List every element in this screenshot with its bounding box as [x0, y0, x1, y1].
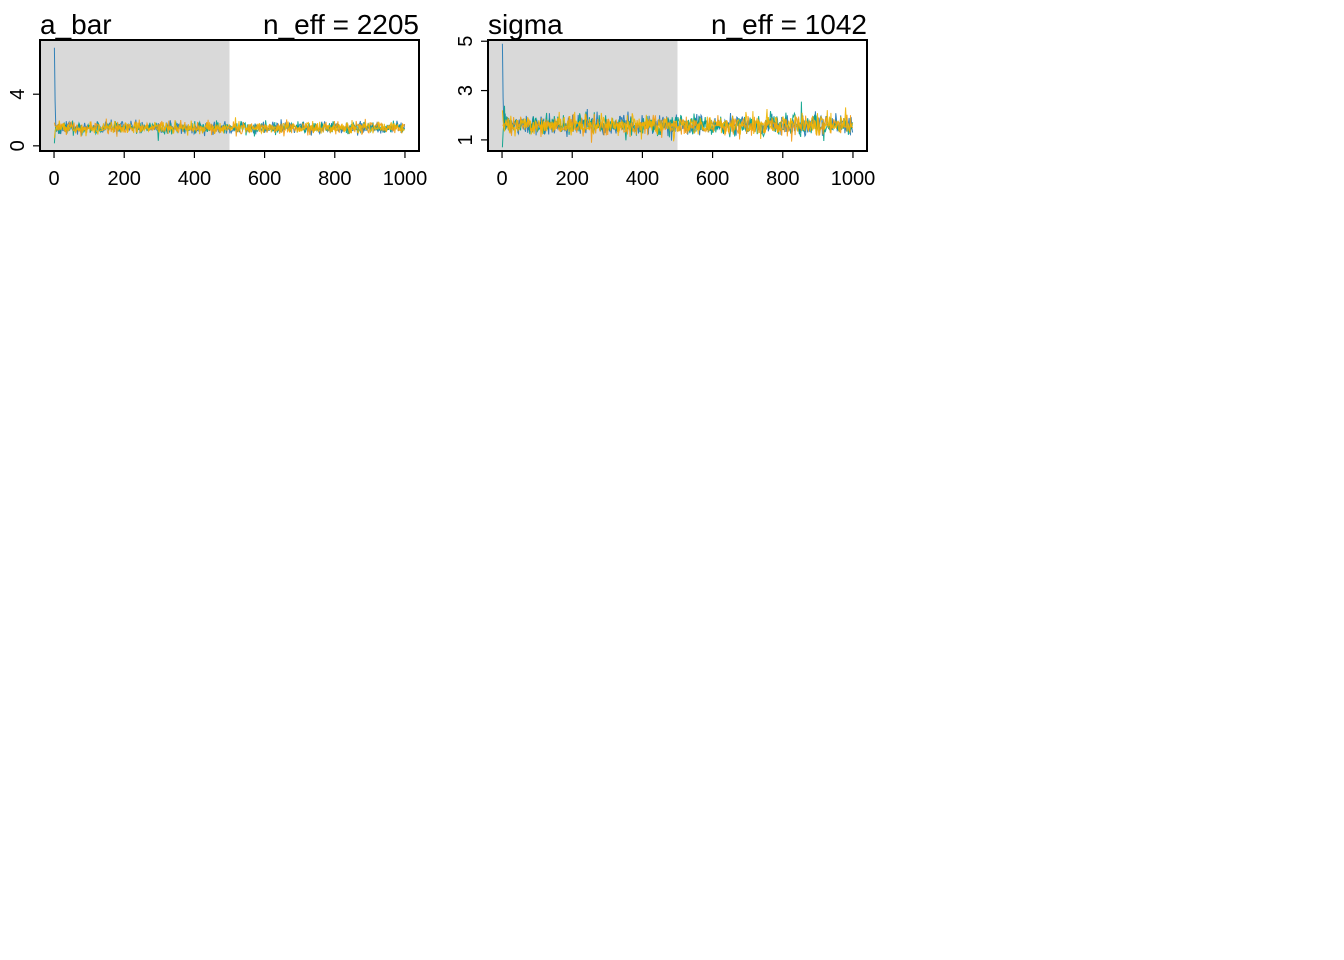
y-tick-label: 3	[455, 85, 477, 96]
plot-frame	[487, 39, 868, 152]
x-tick-label: 400	[626, 168, 659, 190]
plot-frame	[39, 39, 420, 152]
trace-panel-a-bar: 0 200 400 600 800 1000 0 4 a_bar n_eff = 2205	[7, 9, 427, 190]
x-tick-label: 0	[496, 168, 507, 190]
x-tick-label: 200	[108, 168, 141, 190]
panel-title: a_bar	[40, 9, 112, 40]
n-eff-annotation: n_eff = 2205	[263, 9, 419, 40]
chain-4-line	[501, 107, 854, 142]
panel-title: sigma	[488, 9, 563, 40]
x-tick-label: 1000	[831, 168, 876, 190]
trace-panel-sigma: 0 200 400 600 800 1000 1 3 5 sigma n_eff = 1042	[455, 9, 875, 190]
y-tick-label: 5	[455, 36, 477, 47]
x-tick-label: 800	[318, 168, 351, 190]
x-tick-label: 600	[696, 168, 729, 190]
chain-3-line	[502, 113, 854, 143]
x-tick-label: 0	[48, 168, 59, 190]
y-tick-label: 0	[7, 140, 29, 151]
n-eff-annotation: n_eff = 1042	[711, 9, 867, 40]
y-tick-label: 4	[7, 89, 29, 100]
chain-4-line	[53, 117, 405, 139]
x-tick-label: 400	[178, 168, 211, 190]
x-tick-label: 200	[556, 168, 589, 190]
warmup-region	[41, 41, 230, 150]
x-tick-label: 600	[248, 168, 281, 190]
y-tick-label: 1	[455, 134, 477, 145]
x-tick-label: 1000	[383, 168, 428, 190]
x-tick-label: 800	[766, 168, 799, 190]
